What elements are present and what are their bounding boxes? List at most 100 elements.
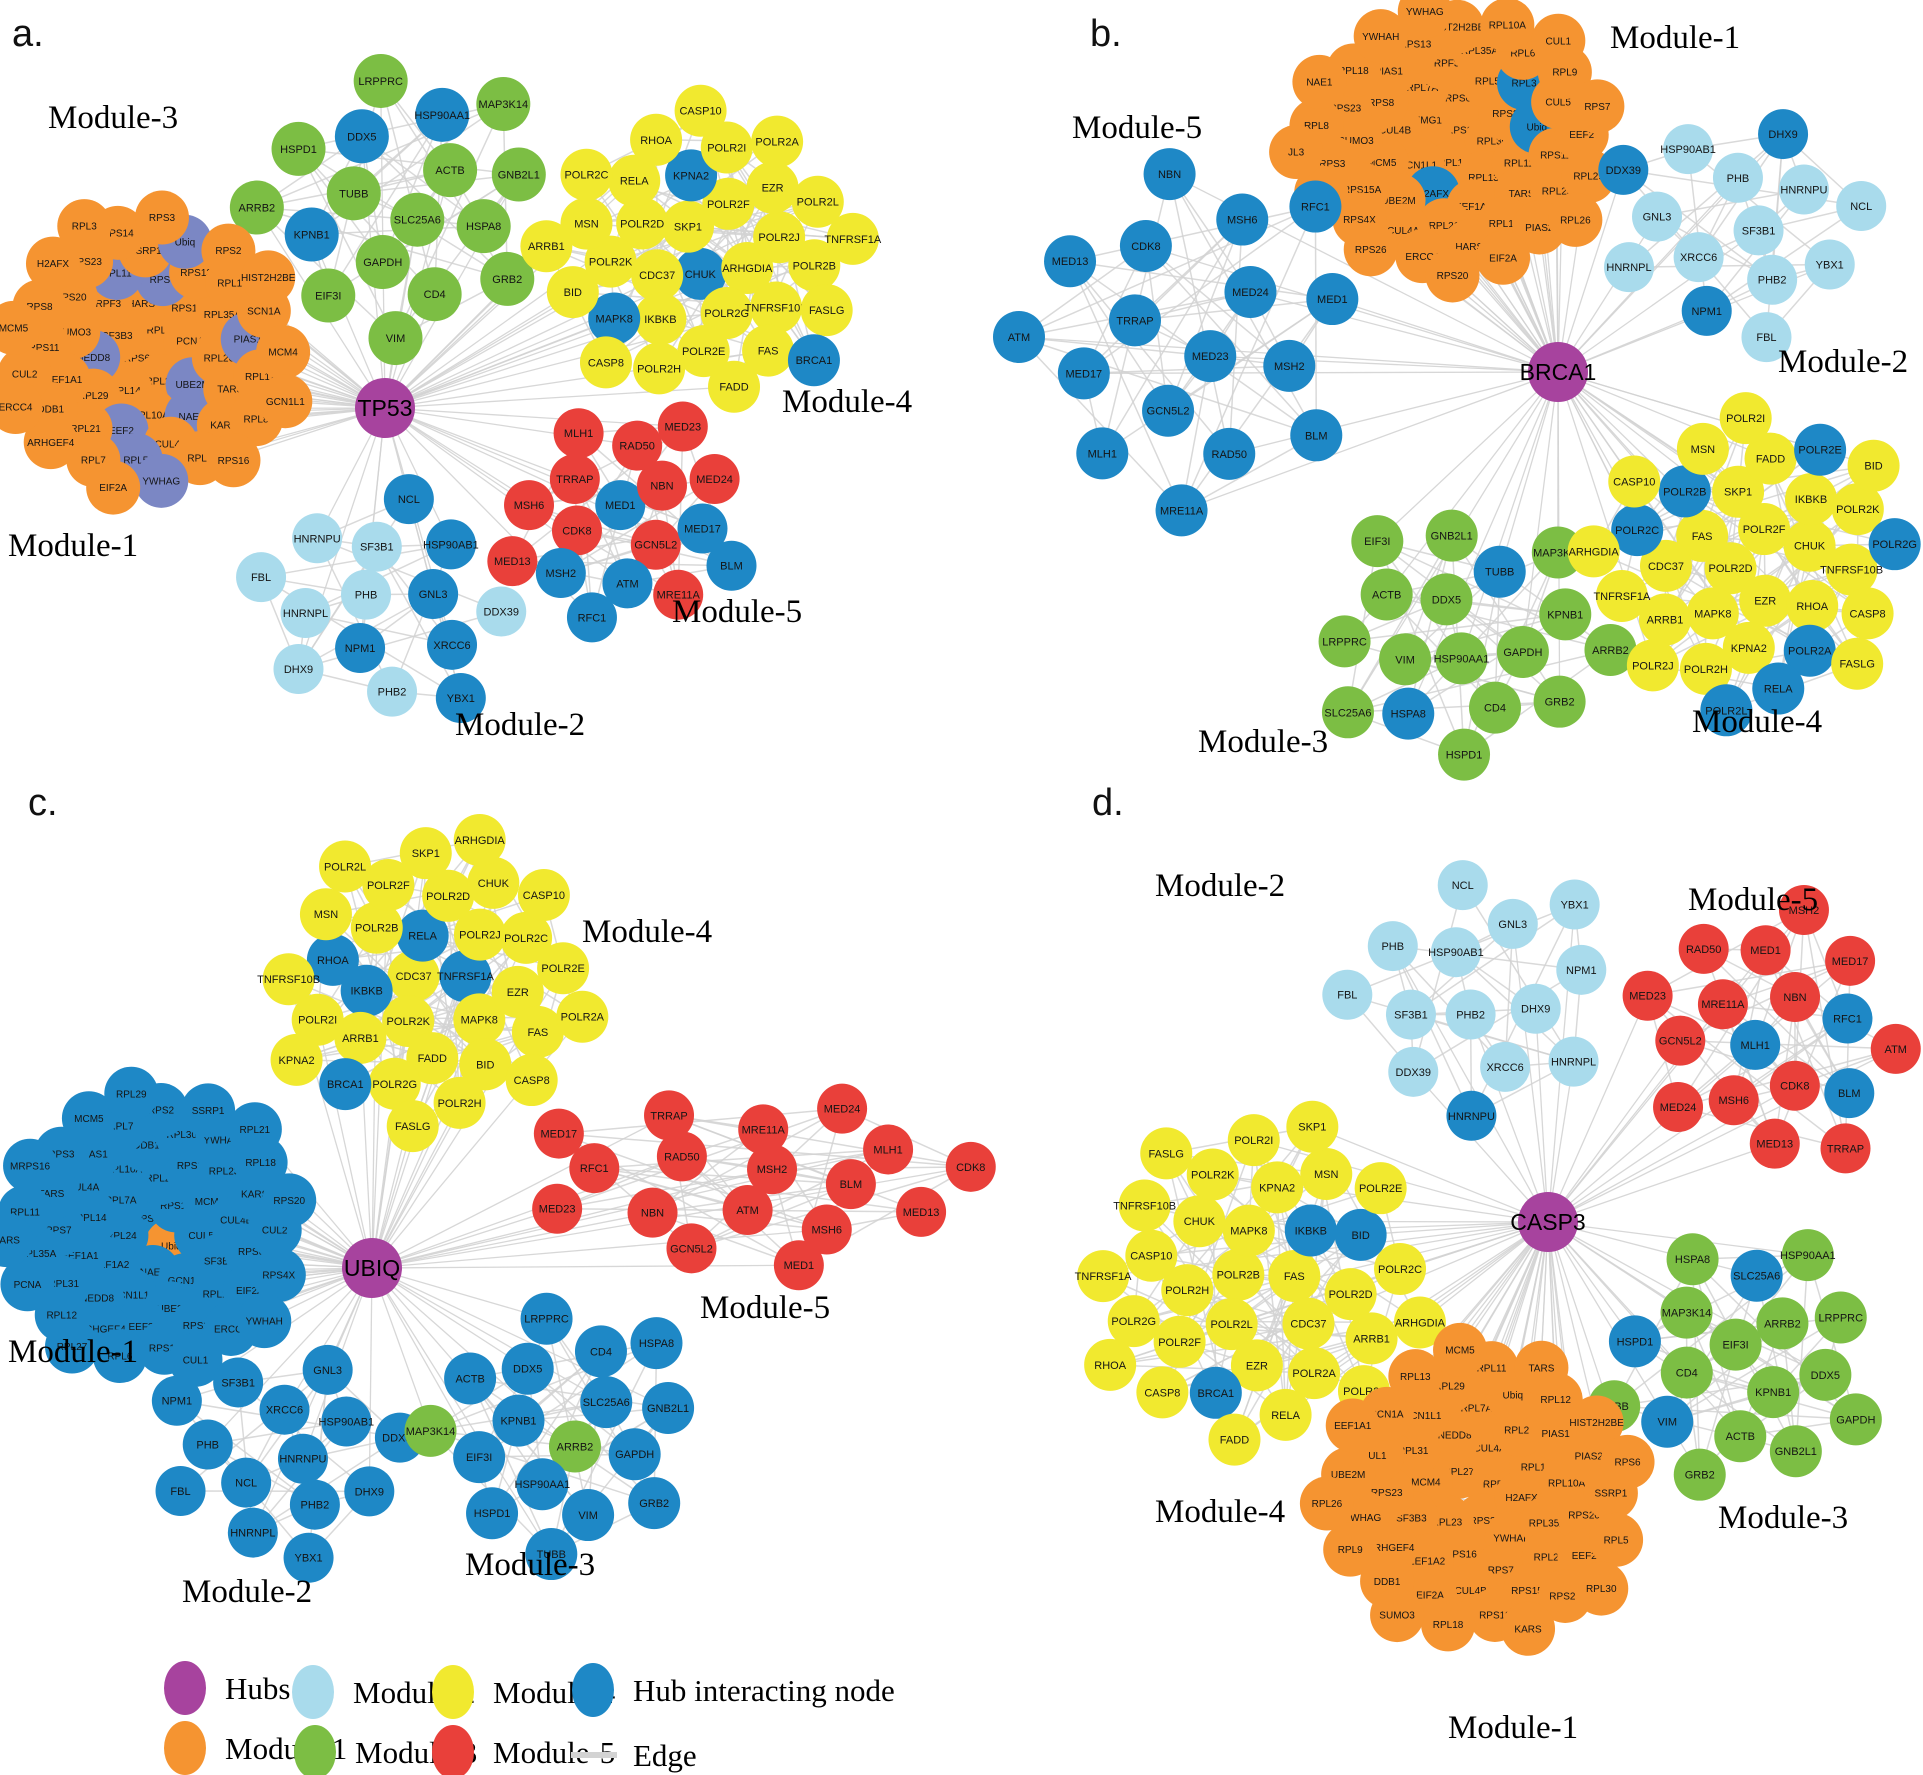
hub-edge: [371, 1016, 583, 1269]
node-ATM: [602, 558, 653, 609]
node-label-TARS: TARS: [38, 1189, 64, 1200]
node-XRCC6: [1480, 1041, 1531, 1092]
node-POLR2H: [433, 1076, 486, 1129]
node-label-MSN: MSN: [314, 909, 339, 921]
node-label-DDB1: DDB1: [133, 1141, 160, 1152]
module-label-d-Module-4: Module-4: [1155, 1494, 1285, 1530]
edge: [677, 426, 684, 595]
node-GAPDH: [608, 1428, 661, 1481]
node-label-CUL5: CUL5: [1545, 98, 1571, 109]
node-MSN: [299, 888, 352, 941]
node-label-FBL: FBL: [170, 1486, 190, 1498]
node-label-CDC37: CDC37: [396, 971, 432, 983]
node-label-RPS2: RPS2: [1492, 109, 1519, 120]
node-label-RHOA: RHOA: [640, 135, 672, 147]
node-label-CHUK: CHUK: [1794, 541, 1826, 553]
hub-edge: [1557, 169, 1624, 373]
node-label-NCL: NCL: [1452, 880, 1474, 892]
legend-marker-module4: [432, 1665, 474, 1719]
hub-label-UBIQ: UBIQ: [344, 1255, 400, 1281]
node-MSH6: [1216, 193, 1269, 246]
node-label-MSH2: MSH2: [546, 568, 577, 580]
node-label-HSPD1: HSPD1: [474, 1508, 511, 1520]
node-MCM5: [61, 1091, 116, 1146]
module-label-c-Module-3: Module-3: [465, 1547, 595, 1583]
node-TNFRSF10B: [1825, 543, 1878, 596]
node-TNFRSF1A: [1595, 570, 1648, 623]
node-POLR2A: [1783, 624, 1836, 677]
node-label-RPL29: RPL29: [116, 1089, 147, 1100]
node-YWHAH: [1353, 9, 1408, 64]
node-POLR2C: [500, 911, 553, 964]
node-PHB: [182, 1419, 233, 1470]
node-FASLG: [386, 1100, 439, 1153]
legend-label-hub-interacting-node: Hub interacting node: [633, 1673, 895, 1708]
node-MED24: [817, 1083, 868, 1134]
node-label-ARHGDIA: ARHGDIA: [722, 263, 773, 275]
node-label-LRPPRC: LRPPRC: [358, 76, 403, 88]
node-SKP1: [1286, 1100, 1339, 1153]
node-label-MED23: MED23: [1629, 991, 1666, 1003]
node-HNRNPU: [1446, 1090, 1497, 1141]
node-label-BLM: BLM: [720, 561, 743, 573]
node-POLR2C: [560, 148, 613, 201]
node-label-NBN: NBN: [650, 481, 673, 493]
node-BRCA1: [787, 334, 840, 387]
node-POLR2A: [1288, 1347, 1341, 1400]
node-label-RAD50: RAD50: [619, 441, 654, 453]
nodes-d: PHB2 HSP90AB1 DHX9 SF3B1 GNL3 XRCC6 PHB NPM1 DDX…: [1075, 860, 1921, 1656]
node-label-NPM1: NPM1: [345, 643, 376, 655]
node-label-TRRAP: TRRAP: [556, 474, 593, 486]
node-label-POLR2G: POLR2G: [1872, 539, 1917, 551]
node-NPM1: [1681, 285, 1732, 336]
node-label-GNB2L1: GNB2L1: [498, 169, 540, 181]
node-GCN1L1: [258, 374, 313, 429]
node-label-RPS14: RPS14: [1446, 125, 1478, 136]
node-label-EIF3I: EIF3I: [1364, 536, 1390, 548]
node-YBX1: [283, 1532, 334, 1583]
node-label-EEF1A1: EEF1A1: [45, 375, 83, 386]
node-label-DHX9: DHX9: [1521, 1004, 1550, 1016]
node-HSP90AB1: [1663, 124, 1714, 175]
edge: [528, 504, 679, 596]
node-label-SF3B1: SF3B1: [360, 542, 394, 554]
edge: [327, 114, 443, 296]
node-label-PHB: PHB: [1381, 941, 1404, 953]
node-MLH1: [1730, 1019, 1781, 1070]
node-HNRNPL: [227, 1507, 278, 1558]
node-label-HIST2H2BE: HIST2H2BE: [241, 273, 296, 284]
node-ARRB2: [1584, 623, 1637, 676]
edge: [1069, 260, 1333, 300]
edge: [1687, 149, 1708, 311]
node-ACTB: [1360, 568, 1413, 621]
node-label-EZR: EZR: [762, 183, 784, 195]
node-label-ARRB1: ARRB1: [1353, 1333, 1390, 1345]
node-label-GCN1L1: GCN1L1: [110, 1290, 149, 1301]
node-label-KARS: KARS: [241, 1189, 269, 1200]
node-MAP3K14: [1660, 1286, 1713, 1339]
node-MED13: [896, 1186, 947, 1237]
node-CHUK: [674, 247, 727, 300]
node-label-POLR2F: POLR2F: [1743, 524, 1786, 536]
node-RAD50: [1678, 923, 1729, 974]
node-label-CDC37: CDC37: [1648, 561, 1684, 573]
node-BLM: [1824, 1068, 1875, 1119]
node-CDK8: [945, 1141, 996, 1192]
node-ARRB2: [548, 1420, 601, 1473]
node-XRCC6: [1673, 232, 1724, 283]
node-label-KPNB1: KPNB1: [500, 1416, 536, 1428]
node-label-RPL26: RPL26: [204, 353, 235, 364]
node-HSPD1: [1608, 1315, 1661, 1368]
node-label-CASP10: CASP10: [523, 890, 565, 902]
node-ACTB: [423, 143, 478, 198]
hub-edge: [384, 407, 703, 530]
node-label-DDX5: DDX5: [1432, 594, 1461, 606]
node-POLR2D: [1324, 1268, 1377, 1321]
node-label-SF3B3: SF3B3: [1396, 1513, 1427, 1524]
nodes-c: CDC37 TNFRSF1A POLR2K RELA MAPK8 IKBKB POLR2J F…: [0, 814, 996, 1583]
node-RPL30: [1574, 1561, 1629, 1616]
node-label-HSPD1: HSPD1: [1446, 750, 1483, 762]
node-label-RPL5: RPL5: [1604, 1535, 1629, 1546]
node-label-MSH6: MSH6: [1718, 1095, 1749, 1107]
node-KPNB1: [1539, 588, 1592, 641]
